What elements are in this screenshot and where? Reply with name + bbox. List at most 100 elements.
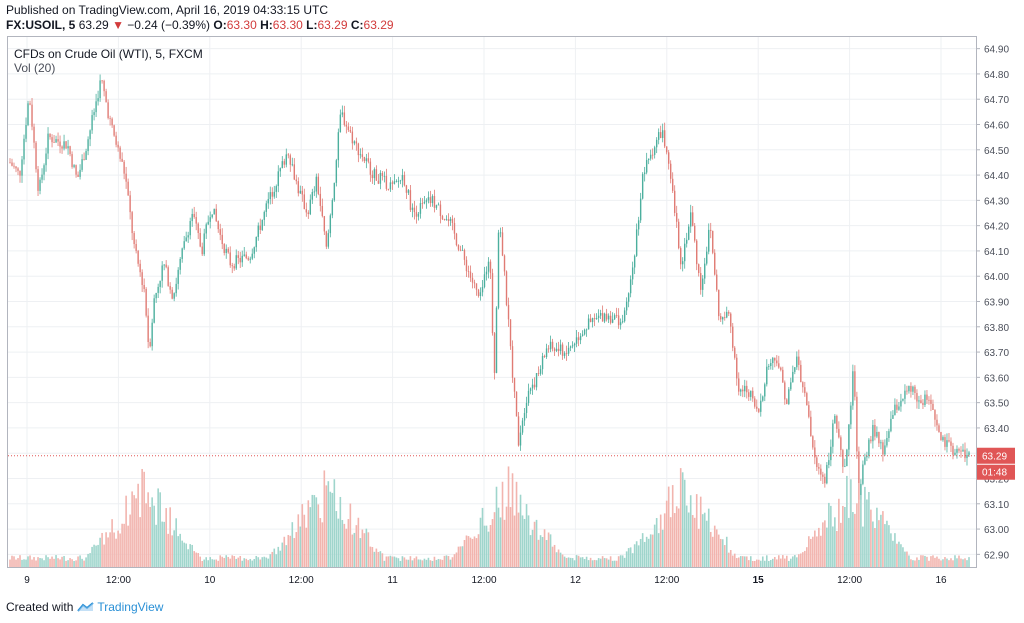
candle-body [812,436,814,448]
volume-bar [113,532,115,567]
volume-bar [567,557,570,567]
y-tick-label: 64.60 [984,121,1009,132]
candle-body [141,272,143,285]
volume-bar [135,498,137,567]
candle-body [804,387,806,394]
candle-body [131,212,133,234]
candle-body [243,254,245,256]
tradingview-link[interactable]: TradingView [77,600,163,614]
candle-body [924,394,926,405]
volume-bar [617,556,620,567]
volume-bar [449,559,452,567]
candle-body [946,440,948,447]
volume-bar [940,560,942,567]
candle-body [177,269,179,284]
candle-body [15,166,17,169]
volume-bar [317,504,320,567]
candle-body [267,199,269,204]
candle-body [273,191,275,197]
candle-body [688,226,690,240]
candle-body [838,428,840,438]
candle-body [133,233,135,245]
candle-body [275,186,277,192]
volume-bar [401,556,404,567]
volume-bar [287,534,290,567]
candle-body [595,318,598,320]
tradingview-logo-icon [77,602,95,612]
volume-bar [565,557,568,567]
volume-bar [245,558,248,567]
candle-body [864,457,866,465]
candle-body [593,318,596,320]
candle-body [852,371,854,406]
candle-body [726,311,728,318]
candle-body [63,141,65,149]
candle-body [886,437,888,446]
volume-bar [145,503,147,567]
candle-body [637,220,640,230]
candle-body [425,200,428,202]
candle-body [337,132,340,161]
volume-bar [475,538,478,567]
candle-body [435,205,438,208]
down-arrow-icon: ▼ [112,18,124,32]
volume-bar [67,560,69,567]
volume-bar [93,544,95,567]
volume-bar [367,532,370,567]
candle-body [862,464,864,484]
volume-bar [325,485,328,567]
candle-body [323,216,326,232]
candle-body [850,405,852,425]
candle-body [185,237,187,242]
x-tick-label: 16 [935,575,947,586]
volume-bar [205,557,208,567]
candle-body [443,219,446,220]
volume-bar [473,536,476,567]
candle-body [720,316,722,320]
volume-bar [77,556,79,567]
volume-bar [121,523,123,567]
volume-bar [101,532,103,567]
candle-body [219,229,221,235]
candle-body [25,125,27,139]
candle-body [738,378,740,392]
volume-bar [65,560,67,567]
candle-body [325,231,328,247]
volume-bar [405,559,408,567]
candle-body [45,153,47,166]
volume-bar [427,557,430,567]
candle-body [772,357,774,364]
candle-body [876,432,878,437]
candle-body [770,363,772,367]
volume-bar [683,479,686,567]
candle-body [139,263,141,273]
candle-body [874,424,876,437]
volume-bar [207,560,210,567]
candle-body [317,176,320,194]
volume-bar [119,533,121,567]
candle-body [583,329,586,335]
volume-bar [69,558,71,567]
volume-bar [419,559,422,567]
volume-bar [259,559,262,567]
candle-body [107,102,109,119]
close-value: 63.29 [363,18,394,32]
volume-bar [711,536,714,567]
candle-body [445,219,448,220]
candle-body [523,413,526,421]
candle-body [71,154,73,167]
volume-bar [323,470,326,567]
candle-body [313,191,316,193]
candle-body [477,289,480,296]
volume-bar [778,555,780,567]
candle-body [655,139,658,148]
candle-body [9,162,11,164]
x-tick-label: 9 [24,575,30,586]
volume-bar [221,556,224,567]
candle-body [744,385,746,392]
volume-bar [780,558,782,567]
volume-bar [265,557,268,567]
candle-body [625,301,628,311]
candle-body [385,175,388,189]
